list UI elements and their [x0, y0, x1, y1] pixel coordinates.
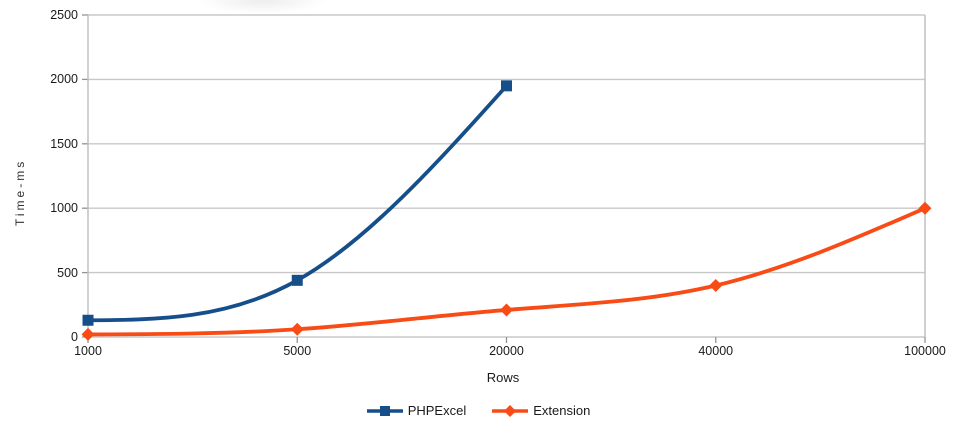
x-axis-title: Rows — [486, 370, 520, 385]
y-tick-label-1000: 1000 — [50, 201, 78, 216]
x-tick-label-5000: 5000 — [283, 344, 312, 358]
legend: PHPExcel Extension — [0, 403, 957, 418]
x-tick-label-100000: 100000 — [904, 344, 946, 358]
y-tick-label-500: 500 — [57, 265, 78, 280]
legend-label-extension: Extension — [533, 403, 591, 418]
data-point-phpexcel-20000 — [501, 80, 512, 92]
data-point-phpexcel-1000 — [82, 314, 94, 326]
y-tick-label-0: 0 — [71, 330, 78, 344]
data-point-extension-20000 — [500, 303, 513, 317]
data-point-phpexcel-5000 — [291, 274, 303, 286]
square-marker-icon — [366, 405, 403, 416]
data-point-extension-100000 — [918, 201, 932, 215]
legend-label-phpexcel: PHPExcel — [407, 403, 467, 418]
x-tick-label-20000: 20000 — [489, 344, 524, 358]
y-tick-label-2500: 2500 — [50, 8, 78, 22]
legend-item-extension: Extension — [492, 403, 590, 418]
data-point-extension-5000 — [290, 322, 304, 336]
x-tick-label-1000: 1000 — [74, 344, 102, 358]
y-tick-label-2000: 2000 — [50, 72, 78, 87]
data-point-extension-1000 — [81, 327, 95, 341]
x-tick-label-40000: 40000 — [698, 344, 734, 358]
y-axis-title: Time-ms — [13, 158, 27, 226]
legend-item-phpexcel: PHPExcel — [366, 403, 467, 418]
diamond-marker-icon — [492, 404, 529, 417]
data-point-extension-40000 — [709, 278, 723, 292]
y-tick-label-1500: 1500 — [50, 136, 78, 151]
